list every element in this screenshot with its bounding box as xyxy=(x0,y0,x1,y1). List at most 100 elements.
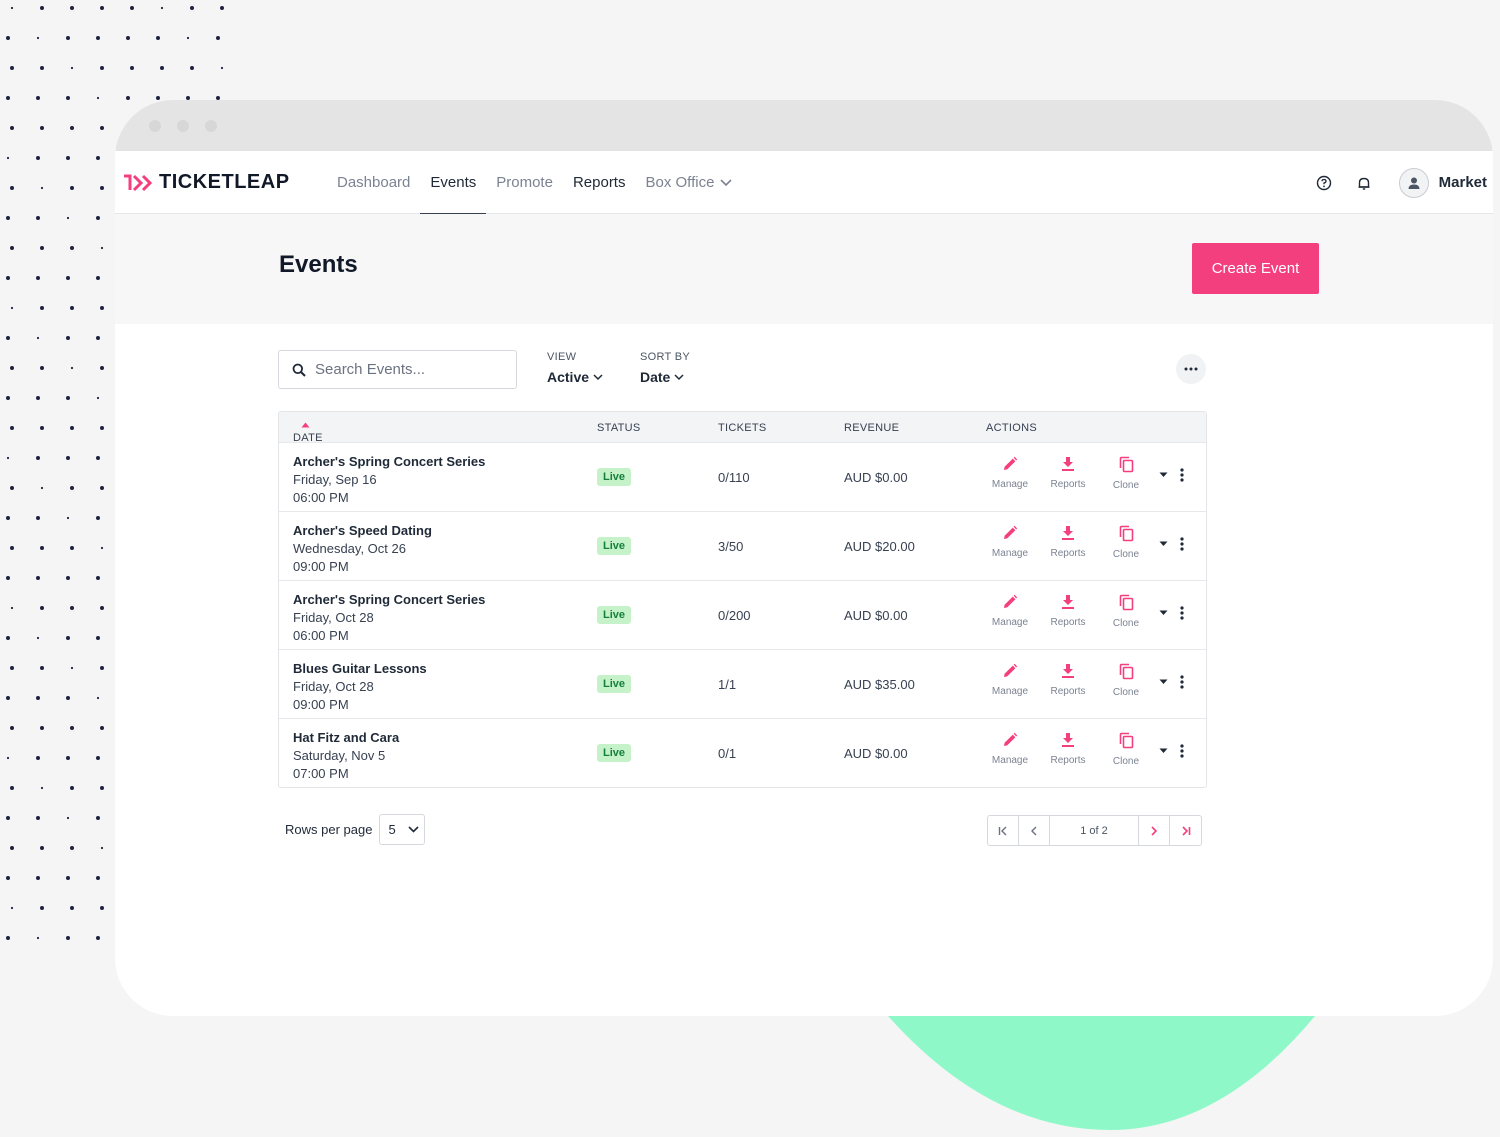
events-content: VIEW Active SORT BY Date DATE xyxy=(115,324,1493,1016)
caret-down-icon[interactable] xyxy=(1159,748,1168,754)
events-table: DATE STATUS TICKETS REVENUE ACTIONS Arch… xyxy=(278,411,1207,788)
search-input[interactable] xyxy=(315,361,505,378)
manage-button[interactable]: Manage xyxy=(985,663,1035,697)
event-date: Friday, Oct 28 xyxy=(293,679,374,694)
revenue-value: AUD $0.00 xyxy=(844,746,908,761)
reports-button[interactable]: Reports xyxy=(1043,456,1093,490)
column-status: STATUS xyxy=(597,422,641,434)
sort-filter[interactable]: SORT BY Date xyxy=(640,351,690,385)
chevron-down-icon xyxy=(593,373,603,380)
next-page-button[interactable] xyxy=(1139,816,1170,845)
event-time: 07:00 PM xyxy=(293,766,349,781)
column-date[interactable]: DATE xyxy=(293,422,322,444)
reports-button[interactable]: Reports xyxy=(1043,732,1093,766)
tickets-count: 3/50 xyxy=(718,539,744,554)
logo[interactable]: TICKETLEAP xyxy=(123,171,290,194)
create-event-button[interactable]: Create Event xyxy=(1192,243,1319,294)
table-row[interactable]: Archer's Spring Concert Series Friday, Oc… xyxy=(279,580,1206,649)
bell-icon xyxy=(1358,177,1370,190)
prev-page-button[interactable] xyxy=(1019,816,1050,845)
clone-button[interactable]: Clone xyxy=(1101,594,1151,629)
window-dot xyxy=(149,120,161,132)
manage-label: Manage xyxy=(991,686,1029,697)
caret-down-icon[interactable] xyxy=(1159,610,1168,616)
copy-icon xyxy=(1119,663,1133,680)
reports-label: Reports xyxy=(1050,755,1086,766)
kebab-menu-icon[interactable] xyxy=(1180,744,1184,758)
rows-per-page-label: Rows per page xyxy=(285,822,373,837)
tickets-count: 0/200 xyxy=(718,608,751,623)
clone-label: Clone xyxy=(1112,480,1140,491)
rows-per-page-select[interactable]: 5 xyxy=(379,814,426,845)
more-options-button[interactable] xyxy=(1176,354,1206,384)
clone-button[interactable]: Clone xyxy=(1101,456,1151,491)
event-name[interactable]: Archer's Spring Concert Series xyxy=(293,454,486,469)
kebab-menu-icon[interactable] xyxy=(1180,537,1184,551)
view-filter-text: Active xyxy=(547,369,590,385)
chevron-down-icon xyxy=(674,373,684,380)
clone-button[interactable]: Clone xyxy=(1101,663,1151,698)
nav-events[interactable]: Events xyxy=(420,151,487,215)
chevron-down-icon xyxy=(408,826,419,833)
clone-button[interactable]: Clone xyxy=(1101,732,1151,767)
manage-button[interactable]: Manage xyxy=(985,456,1035,490)
table-row[interactable]: Archer's Spring Concert Series Friday, Se… xyxy=(279,442,1206,511)
dot-pattern xyxy=(6,6,224,940)
notifications-button[interactable] xyxy=(1353,172,1375,194)
nav-promote[interactable]: Promote xyxy=(486,151,563,214)
copy-icon xyxy=(1119,456,1133,473)
nav-box-office[interactable]: Box Office xyxy=(635,151,742,214)
first-page-button[interactable] xyxy=(988,816,1019,845)
caret-down-icon[interactable] xyxy=(1159,679,1168,685)
top-nav: TICKETLEAP Dashboard Events Promote Repo… xyxy=(115,151,1493,215)
manage-button[interactable]: Manage xyxy=(985,525,1035,559)
status-badge: Live xyxy=(597,468,632,486)
table-row[interactable]: Blues Guitar Lessons Friday, Oct 28 09:00 … xyxy=(279,649,1206,718)
download-icon xyxy=(1062,733,1074,747)
page-info: 1 of 2 xyxy=(1050,816,1139,845)
copy-icon xyxy=(1119,594,1133,611)
pencil-icon xyxy=(1004,456,1018,470)
manage-button[interactable]: Manage xyxy=(985,594,1035,628)
last-page-icon xyxy=(1181,825,1190,836)
event-name[interactable]: Hat Fitz and Cara xyxy=(293,730,400,745)
status-badge: Live xyxy=(597,537,632,555)
status-badge: Live xyxy=(597,675,632,693)
column-actions: ACTIONS xyxy=(986,422,1037,434)
last-page-button[interactable] xyxy=(1170,816,1201,845)
revenue-value: AUD $35.00 xyxy=(844,677,915,692)
event-name[interactable]: Blues Guitar Lessons xyxy=(293,661,427,676)
column-date-label: DATE xyxy=(293,432,323,444)
table-row[interactable]: Hat Fitz and Cara Saturday, Nov 5 07:00 PM… xyxy=(279,718,1206,787)
avatar[interactable] xyxy=(1398,167,1429,198)
caret-down-icon[interactable] xyxy=(1159,541,1168,547)
manage-button[interactable]: Manage xyxy=(985,732,1035,766)
ellipsis-icon xyxy=(1184,367,1198,371)
event-name[interactable]: Archer's Speed Dating xyxy=(293,523,432,538)
pencil-icon xyxy=(1004,525,1018,539)
view-filter[interactable]: VIEW Active xyxy=(547,351,603,385)
user-name[interactable]: Market xyxy=(1438,174,1487,191)
copy-icon xyxy=(1119,732,1133,749)
manage-label: Manage xyxy=(991,617,1029,628)
caret-down-icon[interactable] xyxy=(1159,472,1168,478)
view-filter-value: Active xyxy=(547,369,603,385)
help-button[interactable] xyxy=(1313,172,1335,194)
nav-dashboard[interactable]: Dashboard xyxy=(327,151,420,214)
reports-button[interactable]: Reports xyxy=(1043,663,1093,697)
reports-label: Reports xyxy=(1050,479,1086,490)
kebab-menu-icon[interactable] xyxy=(1180,606,1184,620)
logo-text: TICKETLEAP xyxy=(159,171,290,193)
revenue-value: AUD $0.00 xyxy=(844,608,908,623)
pencil-icon xyxy=(1004,594,1018,608)
nav-reports[interactable]: Reports xyxy=(563,151,636,214)
kebab-menu-icon[interactable] xyxy=(1180,468,1184,482)
event-name[interactable]: Archer's Spring Concert Series xyxy=(293,592,486,607)
reports-button[interactable]: Reports xyxy=(1043,525,1093,559)
reports-button[interactable]: Reports xyxy=(1043,594,1093,628)
event-date: Wednesday, Oct 26 xyxy=(293,541,406,556)
table-row[interactable]: Archer's Speed Dating Wednesday, Oct 26 09… xyxy=(279,511,1206,580)
clone-button[interactable]: Clone xyxy=(1101,525,1151,560)
kebab-menu-icon[interactable] xyxy=(1180,675,1184,689)
nav-dashboard-label: Dashboard xyxy=(337,174,411,191)
